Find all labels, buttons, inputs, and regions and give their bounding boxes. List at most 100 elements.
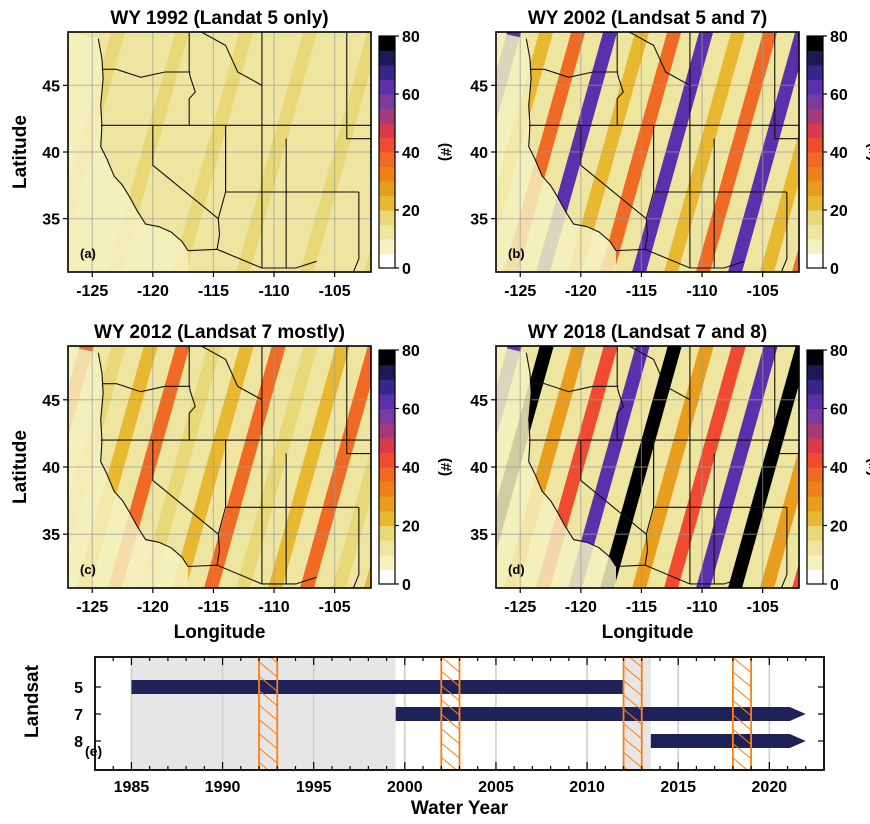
state-border xyxy=(780,192,788,272)
colorbar-bin xyxy=(379,152,395,167)
colorbar-bin xyxy=(379,50,395,66)
colorbar-bin xyxy=(807,525,823,541)
colorbar-bin xyxy=(807,79,823,95)
colorbar-tick-label: 40 xyxy=(830,145,848,162)
state-border xyxy=(188,32,196,126)
highlighted-year xyxy=(440,656,461,771)
highlighted-year xyxy=(622,656,643,771)
colorbar-bin xyxy=(379,467,395,483)
panel-label: (b) xyxy=(508,246,525,261)
panel-label: (c) xyxy=(80,562,96,577)
colorbar-bin xyxy=(807,540,823,556)
map-area xyxy=(68,32,371,272)
x-tick-label: -120 xyxy=(565,599,597,616)
colorbar-bin xyxy=(807,467,823,483)
x-tick-label: -115 xyxy=(198,599,229,616)
swath xyxy=(792,563,799,588)
state-border xyxy=(187,248,317,269)
state-border xyxy=(629,32,691,86)
state-border xyxy=(615,564,745,585)
colorbar-bin xyxy=(807,36,823,51)
colorbar-bin xyxy=(807,210,823,225)
swath xyxy=(792,247,799,272)
colorbar-bin xyxy=(807,166,823,182)
coastline xyxy=(525,38,617,251)
colorbar-bin xyxy=(807,423,823,439)
colorbar-bin xyxy=(379,79,395,95)
state-border xyxy=(529,68,619,78)
state-border xyxy=(629,346,691,401)
ocean-region xyxy=(496,32,616,272)
colorbar-bin xyxy=(807,224,823,240)
colorbar-bin xyxy=(379,393,395,409)
state-border xyxy=(346,32,371,140)
map-area xyxy=(496,32,799,272)
x-tick-label: -110 xyxy=(258,283,289,300)
state-border xyxy=(615,248,745,269)
x-tick-label: 1990 xyxy=(205,779,241,796)
landsat-bar xyxy=(650,734,806,748)
colorbar-bin xyxy=(379,379,395,395)
colorbar-bin xyxy=(379,181,395,196)
colorbar-bin xyxy=(807,437,823,453)
x-tick-label: -125 xyxy=(504,599,536,616)
colorbar-bin xyxy=(379,569,395,585)
colorbar-bin xyxy=(379,350,395,366)
colorbar-bin xyxy=(807,181,823,196)
colorbar-bin xyxy=(807,554,823,570)
state-border xyxy=(580,440,647,535)
colorbar-label: (#) xyxy=(437,143,454,161)
x-axis-label: Longitude xyxy=(174,622,266,643)
colorbar-bin xyxy=(807,123,823,138)
colorbar-tick-label: 80 xyxy=(402,29,420,46)
ocean-region xyxy=(496,346,616,588)
colorbar-bin xyxy=(807,452,823,468)
y-tick-label: 35 xyxy=(470,527,488,544)
state-border xyxy=(774,346,799,455)
x-tick-label: 2015 xyxy=(660,779,696,796)
state-border xyxy=(101,68,191,78)
state-border xyxy=(152,440,219,535)
coastline xyxy=(525,352,617,567)
colorbar-tick-label: 0 xyxy=(402,577,411,594)
x-tick-label: 2010 xyxy=(569,779,605,796)
colorbar-bin xyxy=(807,379,823,395)
y-axis-label: Latitude xyxy=(10,430,31,504)
ocean-region xyxy=(68,32,188,272)
y-tick-label: 35 xyxy=(470,212,488,229)
state-border xyxy=(101,383,191,393)
colorbar: 80 60 40 20 0 (#) xyxy=(806,343,870,594)
colorbar-bin xyxy=(379,510,395,526)
state-border xyxy=(187,564,317,585)
colorbar-bin xyxy=(379,452,395,468)
x-tick-label: -115 xyxy=(198,283,229,300)
x-tick-label: 2020 xyxy=(752,779,788,796)
swath xyxy=(364,247,371,272)
x-axis-label: Water Year xyxy=(411,798,509,819)
y-tick-label: 40 xyxy=(470,145,488,162)
x-tick-label: -125 xyxy=(76,283,108,300)
colorbar-bin xyxy=(807,108,823,124)
swath xyxy=(760,132,799,272)
state-border xyxy=(201,346,263,401)
colorbar-tick-label: 40 xyxy=(402,460,420,477)
colorbar-bin xyxy=(379,496,395,512)
colorbar-tick-label: 20 xyxy=(830,203,848,220)
y-tick-label: 45 xyxy=(470,393,488,410)
state-border xyxy=(653,440,787,508)
ocean-region xyxy=(68,346,188,588)
x-axis-label: Longitude xyxy=(602,622,694,643)
colorbar-bin xyxy=(379,423,395,439)
y-tick-label: 7 xyxy=(74,707,83,724)
colorbar-label: (#) xyxy=(865,458,870,476)
panel-a: WY 1992 (Landat 5 only) (a) -125 -120 -115 -1… xyxy=(10,8,454,300)
colorbar-tick-label: 0 xyxy=(830,261,839,278)
highlighted-year xyxy=(258,656,279,771)
x-tick-label: -105 xyxy=(319,599,351,616)
state-border xyxy=(152,125,219,220)
x-tick-label: -120 xyxy=(137,599,169,616)
map-area xyxy=(496,346,799,588)
colorbar-tick-label: 60 xyxy=(402,402,420,419)
colorbar-label: (#) xyxy=(865,143,870,161)
panel-label: (d) xyxy=(508,562,525,577)
